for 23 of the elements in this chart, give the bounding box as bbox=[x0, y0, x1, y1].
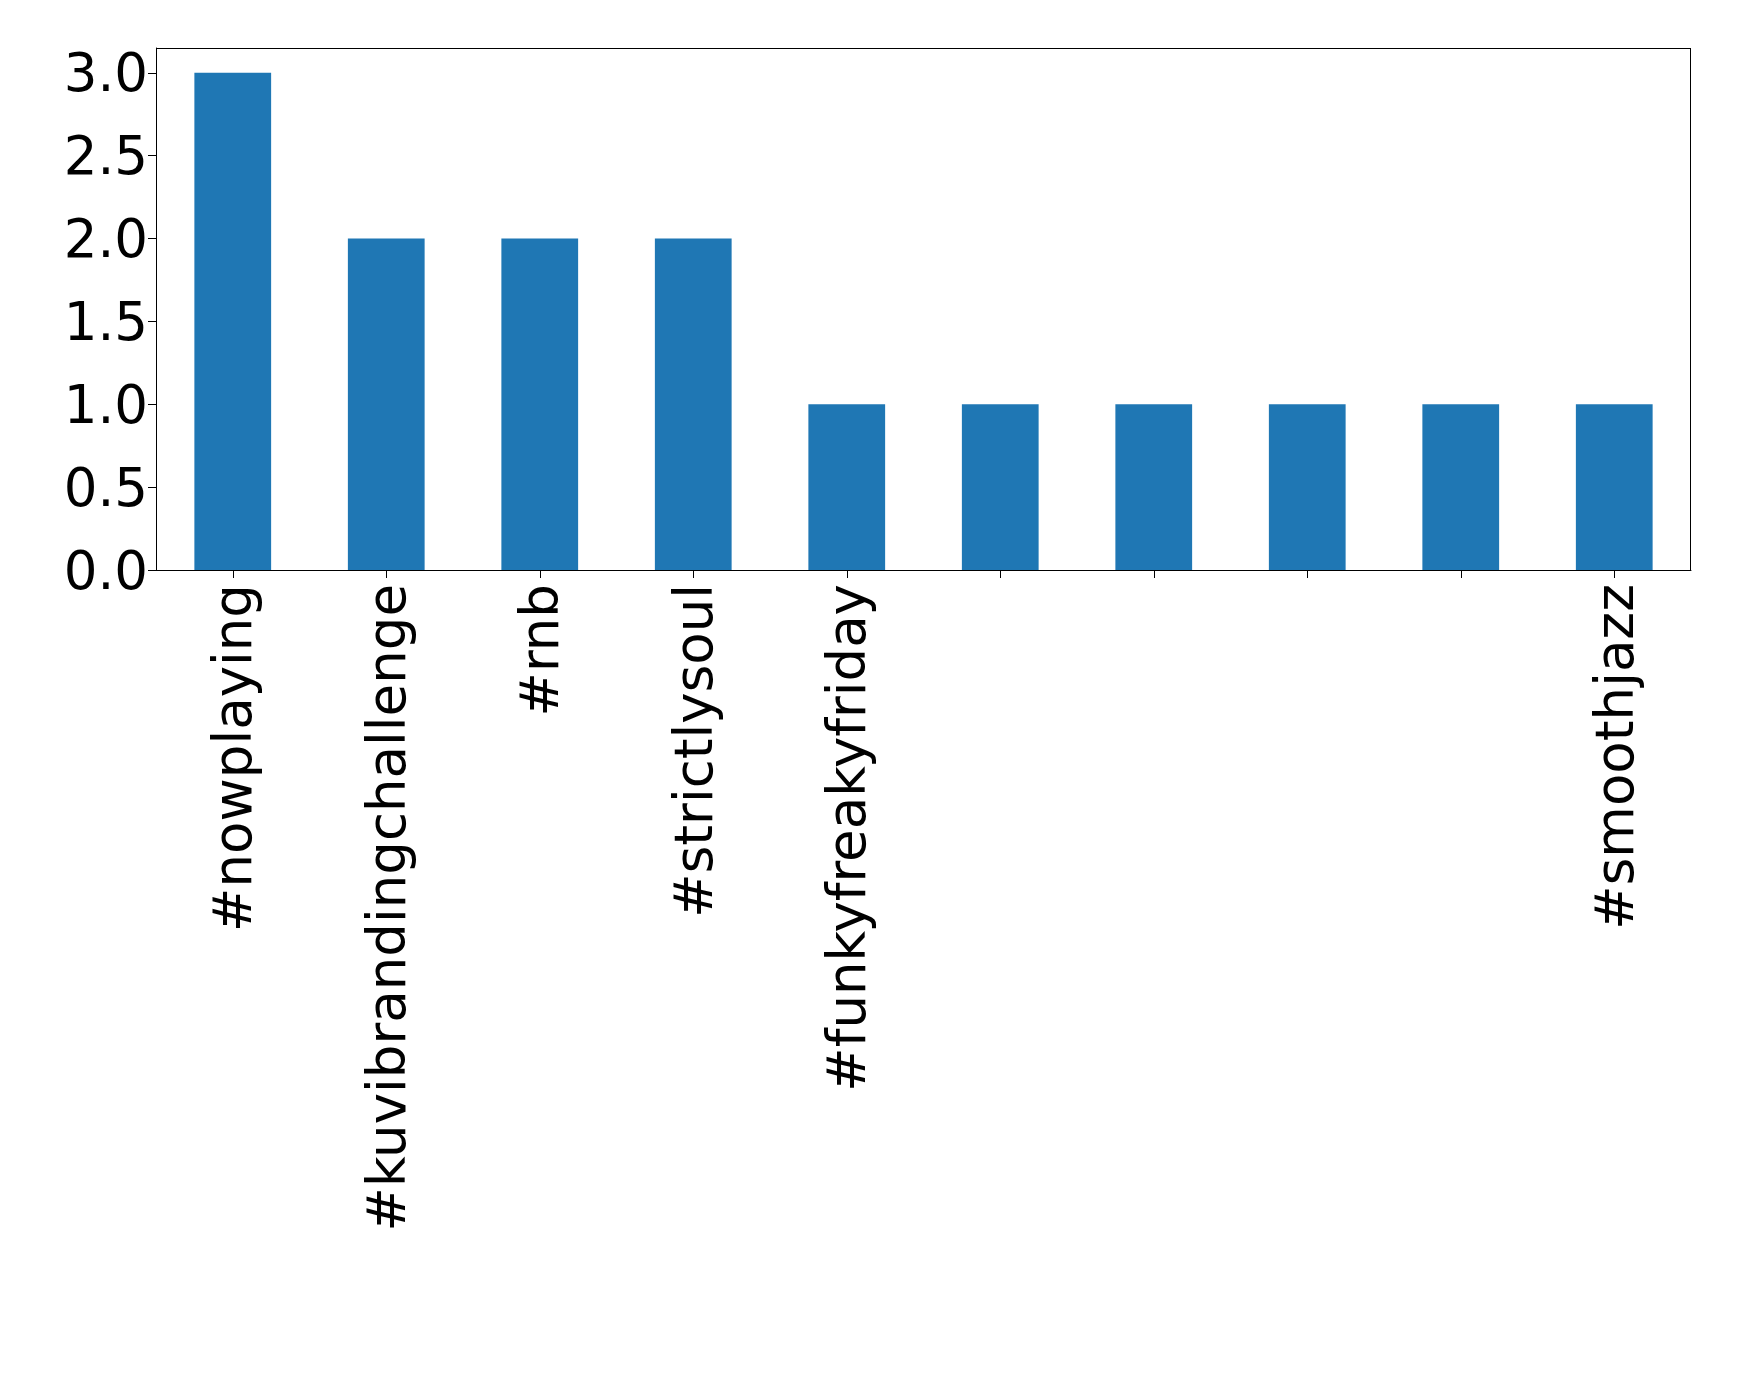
x-tick-label: #rnb bbox=[509, 584, 571, 717]
bar bbox=[1575, 404, 1653, 570]
y-tick-label: 0.5 bbox=[63, 456, 148, 518]
y-tick-label: 2.5 bbox=[63, 125, 148, 187]
y-tick-label: 2.0 bbox=[63, 208, 148, 270]
bar bbox=[961, 404, 1039, 570]
bar bbox=[1268, 404, 1346, 570]
y-tick-label: 1.5 bbox=[63, 290, 148, 352]
bar bbox=[347, 238, 425, 570]
bar bbox=[1115, 404, 1193, 570]
y-tick-label: 3.0 bbox=[63, 42, 148, 104]
bar bbox=[194, 72, 272, 570]
y-tick-label: 0.0 bbox=[63, 539, 148, 601]
bar bbox=[1422, 404, 1500, 570]
x-tick-label: #nowplaying bbox=[202, 584, 264, 932]
y-tick-label: 1.0 bbox=[63, 373, 148, 435]
x-tick-label: #funkyfreakyfriday bbox=[816, 584, 878, 1092]
bar bbox=[654, 238, 732, 570]
x-tick-label: #strictlysoul bbox=[662, 584, 724, 918]
x-tick-label: #kuvibrandingchallenge bbox=[355, 584, 417, 1232]
x-tick-label: #smoothjazz bbox=[1583, 584, 1645, 930]
bar bbox=[808, 404, 886, 570]
bar bbox=[501, 238, 579, 570]
